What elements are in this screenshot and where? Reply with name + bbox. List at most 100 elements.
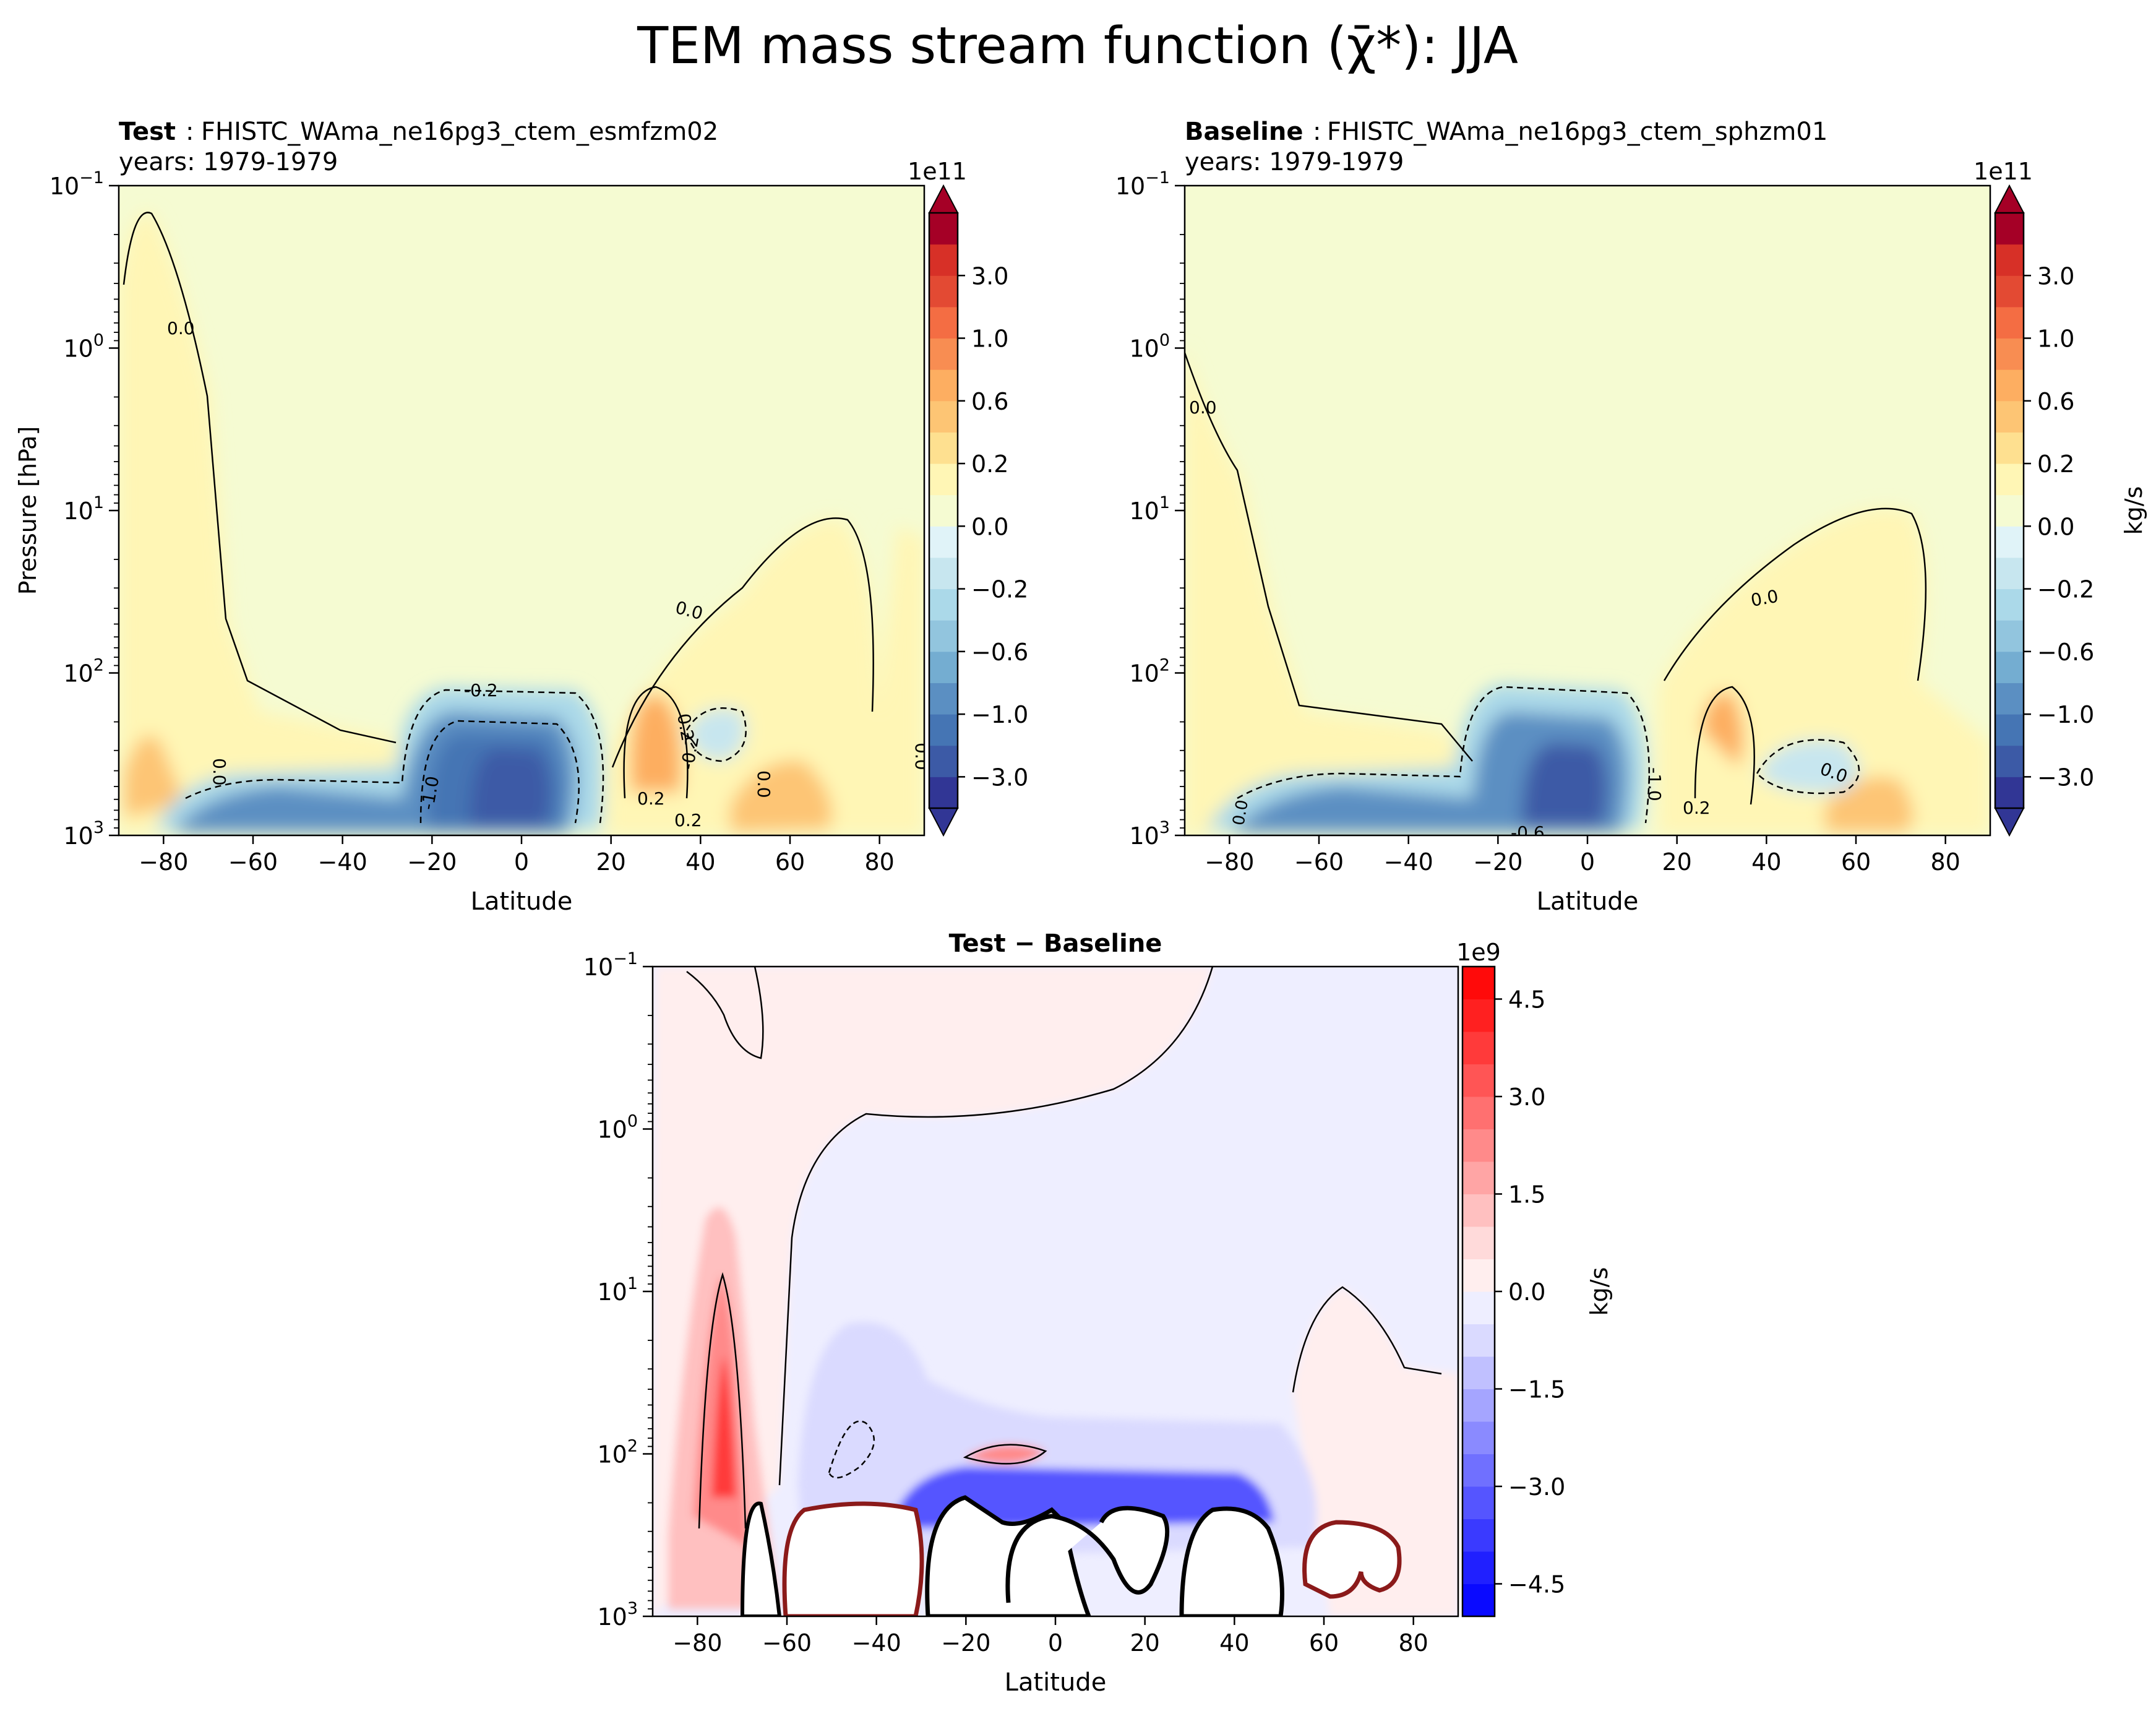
colorbar-segment [1995, 213, 2024, 245]
x-tick-label: −40 [318, 848, 367, 876]
figure-title: TEM mass stream function (χ̄*): JJA [637, 17, 1518, 75]
y-tick-label: 10−1 [49, 168, 104, 200]
diff-contour-red [698, 1272, 747, 1529]
colorbar-tick-label: 3.0 [971, 262, 1008, 290]
baseline-contour-1 [1185, 352, 1473, 762]
x-tick-label: −20 [407, 848, 457, 876]
y-tick-label: 100 [1129, 331, 1170, 363]
colorbar-segment [929, 463, 958, 496]
colorbar-segment [929, 494, 958, 527]
x-tick-label: 40 [1219, 1629, 1249, 1657]
colorbar-segment [1995, 745, 2024, 777]
x-tick-label: −40 [852, 1629, 901, 1657]
colorbar-tick-label: 1.0 [971, 325, 1008, 353]
x-tick-label: 20 [596, 848, 625, 876]
baseline-contour-label: 0.0 [1749, 586, 1780, 611]
colorbar-segment [1462, 1421, 1495, 1454]
colorbar-segment [1995, 275, 2024, 308]
test-region-pos-sh [119, 212, 433, 835]
colorbar-segment [1462, 1226, 1495, 1259]
colorbar-under-extend [1994, 808, 2025, 837]
colorbar-tick-label: 0.6 [971, 388, 1008, 415]
colorbar-segment [929, 651, 958, 683]
colorbar-segment [1995, 588, 2024, 621]
baseline-region-pos-sh [1185, 347, 1472, 835]
baseline-title-bold: Baseline [1185, 118, 1303, 146]
diff-region-red-blob [965, 1444, 1046, 1464]
x-tick-label: 80 [864, 848, 894, 876]
baseline-region-neg-core [1522, 743, 1607, 826]
x-tick-label: −20 [1473, 848, 1523, 876]
x-tick-label: 20 [1662, 848, 1691, 876]
test-region-neg-core [470, 749, 549, 826]
baseline-region-orange-nh2 [1825, 777, 1913, 832]
colorbar-segment [929, 306, 958, 339]
colorbar-tick-label: −3.0 [2037, 764, 2094, 791]
colorbar-segment [929, 275, 958, 308]
colorbar-tick-label: 0.0 [1508, 1278, 1545, 1306]
test-contour-label: 0.0 [209, 758, 230, 786]
colorbar-segment [1995, 244, 2024, 276]
colorbar-tick-label: 0.0 [971, 513, 1008, 540]
x-tick-label: 40 [685, 848, 715, 876]
colorbar-under-extend [928, 808, 959, 837]
test-contour-label: 0.0 [167, 318, 195, 338]
diff-xlabel: Latitude [1005, 1668, 1107, 1697]
x-tick-label: −60 [1294, 848, 1344, 876]
y-tick-label: 102 [1129, 656, 1170, 687]
test-years: years: 1979-1979 [119, 148, 338, 176]
test-title-bold: Test [119, 118, 176, 146]
y-tick-label: 102 [597, 1437, 638, 1468]
x-tick-label: −80 [139, 848, 188, 876]
baseline-contour-label: 0.2 [1683, 798, 1711, 818]
colorbar-segment [1995, 620, 2024, 652]
diff-contour-zero-3 [1292, 1286, 1442, 1393]
colorbar-tick-label: −1.0 [2037, 701, 2094, 728]
diff-contour-zero [778, 967, 1214, 1486]
colorbar-over-extend [1994, 184, 2025, 213]
colorbar-segment [1995, 400, 2024, 433]
x-tick-label: −20 [941, 1629, 990, 1657]
colorbar-unit-label: kg/s [2120, 486, 2147, 535]
colorbar-tick-label: −3.0 [1508, 1473, 1565, 1501]
test-region-neg-nh [687, 708, 746, 761]
baseline-contour-nh-neg [1756, 739, 1860, 795]
baseline-contour-label: 0.0 [1189, 397, 1217, 418]
x-tick-label: −80 [672, 1629, 722, 1657]
test-region-orange-nh2 [730, 760, 832, 832]
colorbar-segment [929, 244, 958, 276]
test-contour-label: -0.2 [464, 680, 498, 700]
y-tick-label: 101 [1129, 493, 1170, 525]
colorbar-tick-label: −0.6 [2037, 639, 2094, 666]
x-tick-label: 0 [514, 848, 529, 876]
x-tick-label: −80 [1205, 848, 1254, 876]
colorbar-segment [1995, 777, 2024, 809]
baseline-region-orange-nh [1701, 692, 1743, 767]
test-title-case: FHISTC_WAma_ne16pg3_ctem_esmfzm02 [201, 118, 718, 146]
baseline-years: years: 1979-1979 [1185, 148, 1404, 176]
colorbar-segment [1462, 1486, 1495, 1519]
colorbar-segment [1995, 369, 2024, 402]
colorbar-tick-label: −0.2 [971, 576, 1028, 603]
baseline-colorbar: −3.0 −1.0 −0.6 −0.2 0.0 0.2 0.6 1.0 3.0 1e11 kg/s [1973, 158, 2147, 837]
test-contour-label: 0.0 [911, 743, 932, 770]
panel-baseline: Baseline : FHISTC_WAma_ne16pg3_ctem_sphz… [1115, 118, 2147, 916]
colorbar-segment [1462, 967, 1495, 999]
baseline-contour-label: 0.0 [1229, 798, 1252, 827]
baseline-title-sep: : [1313, 118, 1321, 146]
baseline-ticks: −80 −60 −40 −20 0 20 40 60 80 10−1 100 101 102 103 [1115, 168, 1961, 876]
x-tick-label: 60 [1841, 848, 1871, 876]
colorbar-segment [1995, 557, 2024, 590]
baseline-field: 0.0 0.0 -1.0 -0.6 0.2 0.0 0.0 [1185, 186, 1990, 835]
x-tick-label: −40 [1384, 848, 1433, 876]
colorbar-unit-label: kg/s [1586, 1267, 1613, 1316]
colorbar-segment [1462, 1129, 1495, 1162]
test-colorbar: −3.0 −1.0 −0.6 −0.2 0.0 0.2 0.6 1.0 3.0 1e11 [908, 158, 1028, 837]
colorbar-segment [1462, 1097, 1495, 1129]
colorbar-tick-label: 3.0 [1508, 1084, 1545, 1111]
colorbar-tick-label: −4.5 [1508, 1571, 1565, 1598]
colorbar-segment [1995, 463, 2024, 496]
baseline-contour-neg [1237, 686, 1650, 824]
colorbar-scale-label: 1e11 [908, 158, 967, 185]
colorbar-over-extend [928, 184, 959, 213]
